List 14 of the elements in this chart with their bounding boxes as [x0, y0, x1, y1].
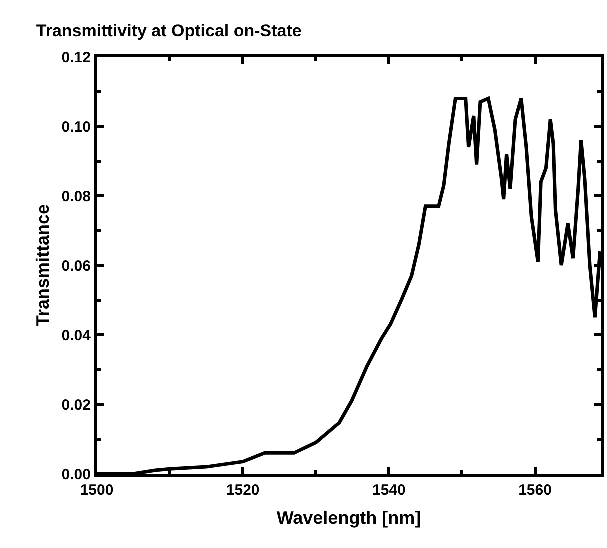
- x-tick-label: 1520: [226, 482, 260, 499]
- x-tick-label: 1500: [80, 482, 114, 499]
- y-tick-label: 0.06: [62, 258, 91, 275]
- x-tick-label: 1540: [372, 482, 406, 499]
- y-tick-label: 0.08: [62, 188, 91, 206]
- chart-title: Transmittivity at Optical on-State: [36, 22, 302, 41]
- y-tick-label: 0.10: [62, 118, 91, 136]
- y-tick-label: 0.00: [62, 466, 91, 484]
- x-tick-label: 1560: [518, 482, 552, 499]
- x-axis-title: Wavelength [nm]: [276, 508, 422, 528]
- y-tick-label: 0.02: [62, 396, 91, 414]
- y-tick-label: 0.12: [62, 49, 91, 66]
- y-axis-title: Transmittance: [32, 204, 53, 327]
- y-tick-label: 0.04: [62, 327, 92, 344]
